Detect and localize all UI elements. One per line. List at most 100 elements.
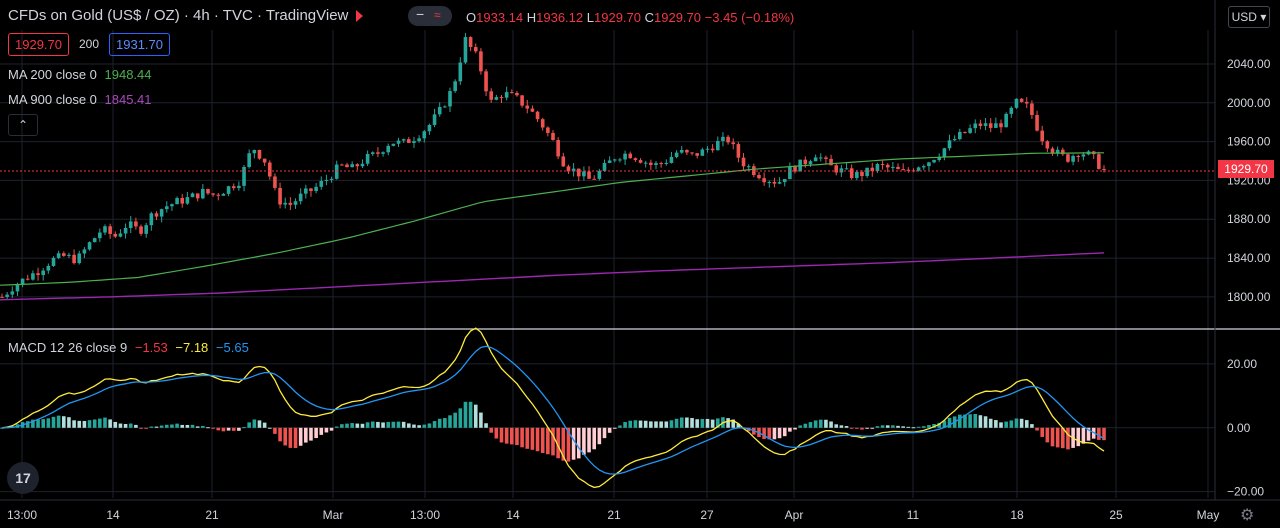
- candle-body: [891, 166, 895, 168]
- macd-histogram-bar: [432, 421, 437, 428]
- candle-body: [231, 186, 236, 189]
- buy-price-button[interactable]: 1931.70: [109, 33, 170, 56]
- candle-body: [298, 193, 303, 202]
- macd-histogram-bar: [242, 427, 246, 429]
- candle-body: [623, 153, 627, 160]
- candle-body: [221, 193, 226, 196]
- macd-histogram-bar: [1004, 421, 1008, 428]
- candle-body: [448, 91, 452, 107]
- candle-body: [401, 139, 406, 141]
- macd-histogram-bar: [468, 401, 473, 428]
- chart-mode-toggle[interactable]: − ≈: [408, 6, 452, 26]
- candle-body: [1055, 149, 1060, 154]
- candle-body: [283, 202, 288, 205]
- macd-histogram-bar: [237, 427, 241, 431]
- macd-histogram-bar: [211, 427, 215, 429]
- candle-body: [1097, 154, 1101, 169]
- macd-histogram-bar: [267, 427, 272, 429]
- macd-histogram-bar: [1055, 427, 1060, 448]
- ma200-legend[interactable]: MA 200 close 0 1948.44: [8, 67, 152, 82]
- candle-body: [973, 123, 978, 129]
- macd-histogram-bar: [381, 422, 385, 428]
- candle-body: [741, 157, 746, 167]
- currency-selector[interactable]: USD ▾: [1228, 6, 1270, 28]
- macd-histogram-bar: [1076, 427, 1081, 447]
- sell-price-button[interactable]: 1929.70: [8, 33, 69, 56]
- macd-histogram-bar: [56, 415, 61, 428]
- macd-histogram-bar: [587, 427, 591, 453]
- macd-histogram-bar: [355, 423, 360, 428]
- macd-histogram-bar: [82, 420, 87, 428]
- macd-histogram-bar: [154, 426, 159, 428]
- macd-histogram-bar: [25, 421, 30, 428]
- candle-body: [149, 213, 154, 226]
- macd-histogram-bar: [1081, 427, 1086, 444]
- candle-body: [906, 169, 911, 171]
- flag-icon[interactable]: [356, 10, 364, 23]
- candle-body: [834, 165, 839, 173]
- macd-histogram-bar: [448, 415, 452, 428]
- candle-body: [1040, 130, 1045, 142]
- macd-histogram-bar: [685, 417, 689, 428]
- macd-histogram-bar: [793, 427, 797, 430]
- macd-histogram-bar: [401, 421, 406, 428]
- candle-body: [180, 198, 185, 204]
- candle-body: [1024, 101, 1029, 104]
- macd-histogram-bar: [293, 427, 298, 449]
- tradingview-logo-icon[interactable]: 17: [7, 462, 39, 494]
- candle-body: [1071, 155, 1075, 162]
- candle-body: [113, 233, 118, 237]
- candle-body: [278, 187, 282, 205]
- candle-body: [463, 37, 468, 63]
- macd-histogram-bar: [865, 427, 869, 429]
- macd-tick-label: 0.00: [1227, 421, 1251, 435]
- macd-histogram-bar: [427, 423, 432, 428]
- candle-body: [334, 164, 339, 179]
- macd-histogram-bar: [51, 416, 56, 428]
- candle-body: [762, 178, 766, 183]
- minus-icon[interactable]: −: [416, 6, 425, 22]
- candle-body: [1014, 98, 1019, 108]
- candle-body: [515, 92, 519, 96]
- macd-histogram-bar: [870, 427, 875, 429]
- macd-histogram-bar: [1014, 418, 1019, 428]
- macd-histogram-bar: [417, 425, 421, 428]
- macd-histogram-bar: [618, 425, 622, 428]
- wave-icon[interactable]: ≈: [434, 8, 441, 22]
- spread-value: 200: [79, 37, 100, 51]
- candle-body: [901, 169, 905, 171]
- candle-body: [540, 119, 545, 128]
- last-price-label: 1929.70: [1218, 160, 1274, 178]
- macd-histogram-bar: [391, 421, 396, 428]
- gear-icon[interactable]: ⚙: [1240, 507, 1255, 524]
- macd-histogram-bar: [669, 420, 674, 428]
- candle-body: [67, 254, 71, 256]
- macd-histogram-bar: [824, 419, 828, 428]
- macd-histogram-bar: [649, 421, 653, 428]
- candle-body: [679, 149, 684, 153]
- macd-histogram-bar: [1097, 427, 1101, 440]
- candle-body: [376, 152, 380, 154]
- candle-body: [82, 249, 87, 254]
- macd-histogram-bar: [504, 427, 509, 444]
- candle-body: [252, 150, 257, 154]
- candle-body: [190, 193, 195, 198]
- macd-histogram-bar: [515, 427, 519, 446]
- macd-histogram-bar: [643, 420, 648, 428]
- macd-histogram-bar: [561, 427, 566, 461]
- candle-body: [304, 188, 308, 194]
- macd-histogram-bar: [87, 420, 92, 428]
- macd-histogram-bar: [901, 426, 905, 428]
- macd-histogram-bar: [1045, 427, 1050, 443]
- candle-body: [345, 164, 349, 168]
- ma900-legend[interactable]: MA 900 close 0 1845.41: [8, 92, 152, 107]
- candle-body: [340, 164, 344, 166]
- candle-body: [473, 47, 478, 52]
- macd-legend[interactable]: MACD 12 26 close 9 −1.53 −7.18 −5.65: [8, 340, 249, 355]
- collapse-legend-button[interactable]: ⌃: [8, 114, 38, 136]
- macd-histogram-bar: [525, 427, 530, 449]
- macd-histogram-bar: [278, 427, 282, 442]
- candle-body: [782, 179, 787, 183]
- candle-body: [185, 197, 190, 204]
